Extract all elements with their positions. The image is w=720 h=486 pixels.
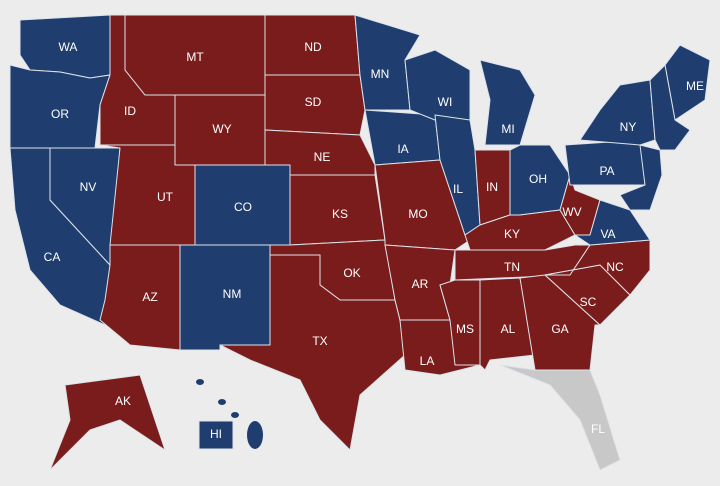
state-label: AK (115, 394, 131, 408)
state-label: CO (234, 200, 252, 214)
state-label: ME (686, 79, 704, 93)
state-label: HI (210, 427, 222, 441)
state (454, 244, 591, 281)
state (198, 420, 234, 450)
state-label: MO (408, 207, 427, 221)
state-label: KY (504, 227, 520, 241)
state-label: VA (600, 227, 615, 241)
state-label: FL (591, 422, 605, 436)
state-label: TX (312, 334, 327, 348)
state-label: IA (397, 142, 408, 156)
state-label: NY (620, 120, 637, 134)
state (499, 364, 621, 471)
state-label: NV (80, 180, 97, 194)
state-label: OR (51, 107, 69, 121)
state-label: WY (212, 122, 231, 136)
state-label: NE (314, 150, 331, 164)
state (364, 109, 441, 166)
state-label: KS (332, 207, 348, 221)
state (49, 374, 166, 471)
state-label: IL (453, 182, 463, 196)
state-label: WA (59, 40, 78, 54)
state-label: PA (599, 164, 614, 178)
mid-atlantic (619, 144, 663, 211)
state-label: ND (304, 40, 322, 54)
state-label: TN (504, 260, 520, 274)
state-label: AZ (142, 290, 157, 304)
state (664, 44, 711, 121)
state-label: AR (412, 277, 429, 291)
states (9, 14, 711, 471)
state-label: GA (551, 322, 568, 336)
state-label: CA (44, 250, 61, 264)
state-label: MI (501, 122, 514, 136)
state-label: LA (420, 354, 435, 368)
state-label: MN (371, 67, 390, 81)
state (564, 139, 646, 186)
state-label: OH (529, 172, 547, 186)
state-label: AL (501, 322, 516, 336)
state-label: MS (456, 322, 474, 336)
state-label: ID (124, 104, 136, 118)
state-label: IN (486, 180, 498, 194)
state-label: UT (157, 190, 174, 204)
state-label: NC (606, 260, 624, 274)
island (231, 412, 239, 418)
state-label: WV (562, 205, 581, 219)
state-label: NM (223, 287, 242, 301)
new-england (649, 64, 691, 151)
state (264, 74, 366, 136)
state-label: OK (343, 266, 360, 280)
state-label: MT (186, 50, 204, 64)
island (247, 421, 263, 449)
island (218, 399, 226, 405)
island (196, 379, 204, 385)
state-label: WI (438, 95, 453, 109)
labels: WA OR CA NV ID MT WY UT CO AZ NM ND SD NE KS OK TX MN IA MO… (44, 40, 704, 441)
state-label: SC (580, 295, 597, 309)
state-label: SD (305, 95, 322, 109)
